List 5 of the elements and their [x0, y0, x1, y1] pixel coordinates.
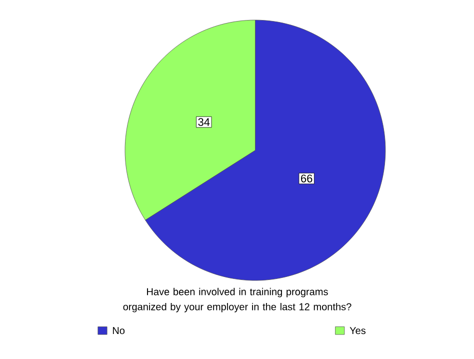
legend-title: Have been involved in training programs organized by your employer in the last 12 months? [123, 288, 352, 312]
data-label: 34 [198, 118, 210, 126]
data-label: 66 [301, 174, 312, 183]
legend-label: No [112, 327, 125, 334]
legend-label: Yes [350, 327, 366, 334]
